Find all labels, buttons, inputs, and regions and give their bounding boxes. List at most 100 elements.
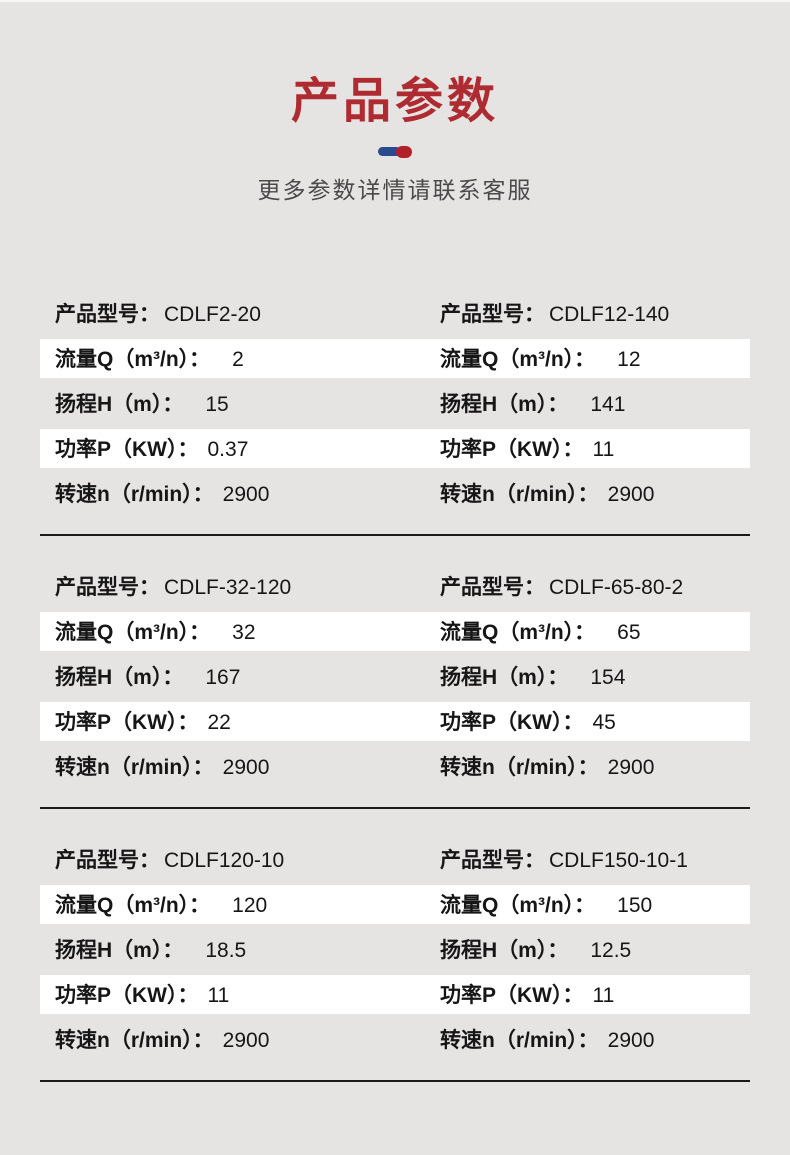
- flow-label: 流量Q（m³/n）：: [440, 348, 596, 372]
- top-edge-highlight: [0, 0, 790, 2]
- flow-value: 65: [617, 621, 641, 645]
- model-label: 产品型号：: [55, 849, 160, 873]
- model-cell-left: 产品型号： CDLF-32-120: [40, 571, 395, 601]
- spec-row-model: 产品型号： CDLF2-20 产品型号： CDLF12-140: [40, 291, 750, 336]
- speed-cell-right: 转速n（r/min）： 2900: [395, 1024, 750, 1054]
- speed-value: 2900: [222, 1029, 270, 1053]
- spec-row-flow: 流量Q（m³/n）： 32 流量Q（m³/n）： 65: [40, 609, 750, 654]
- head-label: 扬程H（m）：: [440, 666, 569, 690]
- model-label: 产品型号：: [55, 576, 160, 600]
- spec-row-power: 功率P（KW）： 0.37 功率P（KW）： 11: [40, 426, 750, 471]
- flow-value: 12: [617, 348, 641, 372]
- head-value: 15: [205, 393, 229, 417]
- flow-cell-right: 流量Q（m³/n）： 150: [395, 889, 750, 919]
- model-value: CDLF120-10: [164, 849, 285, 873]
- head-label: 扬程H（m）：: [55, 939, 184, 963]
- spec-section-3: 产品型号： CDLF120-10 产品型号： CDLF150-10-1 流量Q（m³…: [40, 837, 750, 1062]
- power-value: 45: [592, 711, 616, 735]
- head-value: 167: [205, 666, 241, 690]
- head-value: 154: [590, 666, 626, 690]
- power-value: 11: [207, 984, 230, 1008]
- flow-value: 32: [232, 621, 256, 645]
- model-cell-right: 产品型号： CDLF12-140: [395, 298, 750, 328]
- spec-tables: 产品型号： CDLF2-20 产品型号： CDLF12-140 流量Q（m³/n）：…: [40, 291, 750, 1082]
- flow-value: 150: [617, 894, 653, 918]
- head-cell-left: 扬程H（m）： 18.5: [40, 934, 395, 964]
- power-label: 功率P（KW）：: [440, 984, 584, 1008]
- power-cell-right: 功率P（KW）： 45: [395, 706, 750, 736]
- flow-cell-left: 流量Q（m³/n）： 120: [40, 889, 395, 919]
- spec-row-head: 扬程H（m）： 167 扬程H（m）： 154: [40, 654, 750, 699]
- power-label: 功率P（KW）：: [55, 984, 199, 1008]
- model-cell-left: 产品型号： CDLF2-20: [40, 298, 395, 328]
- power-value: 11: [592, 984, 615, 1008]
- model-cell-right: 产品型号： CDLF-65-80-2: [395, 571, 750, 601]
- speed-cell-left: 转速n（r/min）： 2900: [40, 1024, 395, 1054]
- flow-cell-right: 流量Q（m³/n）： 12: [395, 343, 750, 373]
- section-divider: [40, 806, 750, 809]
- speed-label: 转速n（r/min）：: [440, 1029, 599, 1053]
- speed-value: 2900: [607, 756, 655, 780]
- spec-section-2: 产品型号： CDLF-32-120 产品型号： CDLF-65-80-2 流量Q（m…: [40, 564, 750, 789]
- speed-label: 转速n（r/min）：: [55, 756, 214, 780]
- flow-label: 流量Q（m³/n）：: [55, 621, 211, 645]
- speed-label: 转速n（r/min）：: [55, 1029, 214, 1053]
- power-value: 11: [592, 438, 615, 462]
- page-title: 产品参数: [290, 75, 499, 128]
- model-value: CDLF150-10-1: [549, 849, 688, 873]
- spec-row-flow: 流量Q（m³/n）： 120 流量Q（m³/n）： 150: [40, 882, 750, 927]
- speed-cell-right: 转速n（r/min）： 2900: [395, 478, 750, 508]
- speed-value: 2900: [222, 756, 270, 780]
- speed-cell-right: 转速n（r/min）： 2900: [395, 751, 750, 781]
- spec-row-model: 产品型号： CDLF120-10 产品型号： CDLF150-10-1: [40, 837, 750, 882]
- head-cell-right: 扬程H（m）： 154: [395, 661, 750, 691]
- power-label: 功率P（KW）：: [440, 711, 584, 735]
- power-cell-left: 功率P（KW）： 0.37: [40, 433, 395, 463]
- flow-value: 2: [232, 348, 244, 372]
- section-divider: [40, 1079, 750, 1082]
- flow-cell-left: 流量Q（m³/n）： 32: [40, 616, 395, 646]
- model-label: 产品型号：: [440, 849, 545, 873]
- power-label: 功率P（KW）：: [55, 711, 199, 735]
- model-label: 产品型号：: [55, 303, 160, 327]
- speed-value: 2900: [607, 483, 655, 507]
- model-value: CDLF2-20: [164, 303, 261, 327]
- model-cell-right: 产品型号： CDLF150-10-1: [395, 844, 750, 874]
- head-value: 12.5: [590, 939, 632, 963]
- head-cell-right: 扬程H（m）： 12.5: [395, 934, 750, 964]
- section-divider: [40, 533, 750, 536]
- head-label: 扬程H（m）：: [440, 939, 569, 963]
- power-cell-left: 功率P（KW）： 22: [40, 706, 395, 736]
- spec-row-power: 功率P（KW）： 11 功率P（KW）： 11: [40, 972, 750, 1017]
- power-label: 功率P（KW）：: [440, 438, 584, 462]
- spec-row-flow: 流量Q（m³/n）： 2 流量Q（m³/n）： 12: [40, 336, 750, 381]
- head-value: 18.5: [205, 939, 247, 963]
- spec-row-head: 扬程H（m）： 15 扬程H（m）： 141: [40, 381, 750, 426]
- spec-row-model: 产品型号： CDLF-32-120 产品型号： CDLF-65-80-2: [40, 564, 750, 609]
- speed-label: 转速n（r/min）：: [55, 483, 214, 507]
- spec-section-1: 产品型号： CDLF2-20 产品型号： CDLF12-140 流量Q（m³/n）：…: [40, 291, 750, 516]
- model-value: CDLF12-140: [549, 303, 670, 327]
- head-label: 扬程H（m）：: [440, 393, 569, 417]
- spec-row-head: 扬程H（m）： 18.5 扬程H（m）： 12.5: [40, 927, 750, 972]
- power-label: 功率P（KW）：: [55, 438, 199, 462]
- power-value: 22: [207, 711, 231, 735]
- speed-value: 2900: [607, 1029, 655, 1053]
- spec-row-power: 功率P（KW）： 22 功率P（KW）： 45: [40, 699, 750, 744]
- flow-label: 流量Q（m³/n）：: [440, 894, 596, 918]
- speed-cell-left: 转速n（r/min）： 2900: [40, 751, 395, 781]
- power-cell-left: 功率P（KW）： 11: [40, 979, 395, 1009]
- model-value: CDLF-65-80-2: [549, 576, 684, 600]
- speed-label: 转速n（r/min）：: [440, 756, 599, 780]
- divider-blue-segment-icon: [378, 147, 401, 157]
- title-divider-pill: [378, 145, 412, 158]
- speed-label: 转速n（r/min）：: [440, 483, 599, 507]
- head-cell-left: 扬程H（m）： 15: [40, 388, 395, 418]
- head-cell-left: 扬程H（m）： 167: [40, 661, 395, 691]
- flow-cell-left: 流量Q（m³/n）： 2: [40, 343, 395, 373]
- flow-value: 120: [232, 894, 268, 918]
- flow-label: 流量Q（m³/n）：: [55, 348, 211, 372]
- flow-label: 流量Q（m³/n）：: [55, 894, 211, 918]
- power-cell-right: 功率P（KW）： 11: [395, 433, 750, 463]
